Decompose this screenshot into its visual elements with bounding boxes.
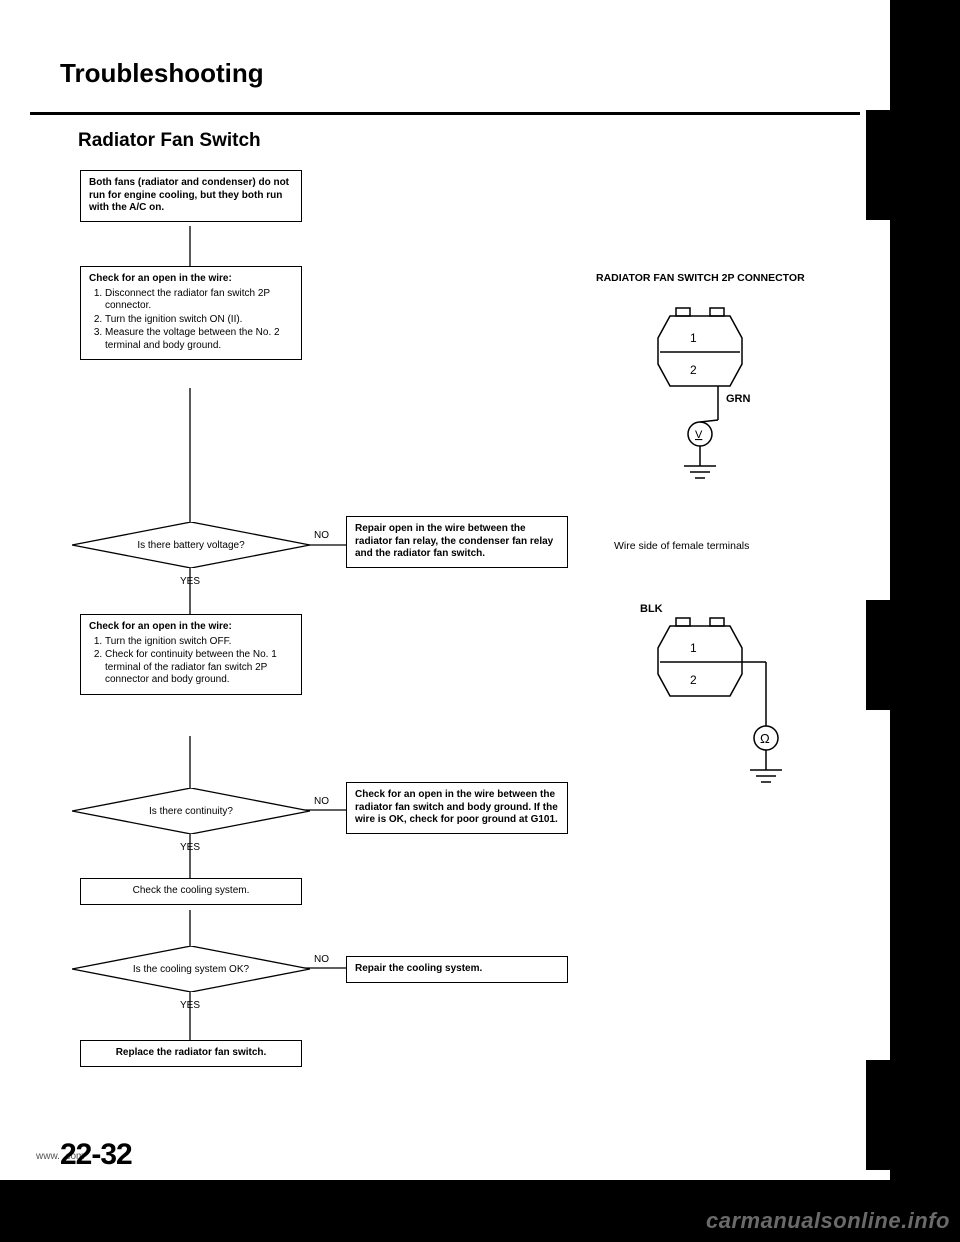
decision1-yes-label: YES (180, 576, 200, 587)
flow-check1-steps: Disconnect the radiator fan switch 2P co… (89, 288, 293, 353)
conn2-pin2: 2 (690, 673, 697, 687)
flow-check2-step: Turn the ignition switch OFF. (105, 636, 293, 649)
conn1-wire-label: GRN (726, 393, 751, 405)
flow-check2-steps: Turn the ignition switch OFF. Check for … (89, 636, 293, 687)
conn1-v-icon: V (695, 429, 703, 441)
connector-diagram-1: 1 2 GRN V (640, 298, 770, 488)
conn2-ohm-icon: Ω (760, 731, 770, 746)
flow-start-text: Both fans (radiator and condenser) do no… (89, 177, 289, 213)
flow-repair2-text: Check for an open in the wire between th… (355, 789, 558, 825)
connector-diagram-2: 1 2 BLK Ω (640, 598, 800, 798)
flow-decision1-label: Is there battery voltage? (72, 522, 310, 568)
flow-repair2-box: Check for an open in the wire between th… (346, 782, 568, 834)
decision3-yes-label: YES (180, 1000, 200, 1011)
flow-replace-text: Replace the radiator fan switch. (116, 1047, 267, 1058)
decision3-no-label: NO (314, 954, 329, 965)
flow-check1-step: Disconnect the radiator fan switch 2P co… (105, 288, 293, 313)
flow-repair1-text: Repair open in the wire between the radi… (355, 523, 553, 559)
conn2-wire-label: BLK (640, 603, 663, 615)
flow-check1-title: Check for an open in the wire: (89, 273, 232, 284)
flow-check-cooling-text: Check the cooling system. (133, 885, 250, 896)
binder-tab-top (866, 110, 926, 220)
flow-check1-step: Turn the ignition switch ON (II). (105, 314, 293, 327)
conn1-pin2: 2 (690, 363, 697, 377)
flow-check2-box: Check for an open in the wire: Turn the … (80, 614, 302, 695)
flow-decision3-label: Is the cooling system OK? (72, 946, 310, 992)
flow-check2-title: Check for an open in the wire: (89, 621, 232, 632)
wire-side-caption: Wire side of female terminals (614, 540, 749, 552)
flow-repair3-text: Repair the cooling system. (355, 963, 482, 974)
binder-tab-bottom (866, 1060, 926, 1170)
page-number: 22-32 (60, 1138, 132, 1172)
flow-repair3-box: Repair the cooling system. (346, 956, 568, 983)
decision2-no-label: NO (314, 796, 329, 807)
binder-tab-mid (866, 600, 926, 710)
conn2-pin1: 1 (690, 641, 697, 655)
flow-start-box: Both fans (radiator and condenser) do no… (80, 170, 302, 222)
decision1-no-label: NO (314, 530, 329, 541)
flow-repair1-box: Repair open in the wire between the radi… (346, 516, 568, 568)
flow-check1-step: Measure the voltage between the No. 2 te… (105, 327, 293, 352)
flow-decision3: Is the cooling system OK? (72, 946, 310, 992)
flow-check1-box: Check for an open in the wire: Disconnec… (80, 266, 302, 360)
flow-decision2: Is there continuity? (72, 788, 310, 834)
flow-replace-box: Replace the radiator fan switch. (80, 1040, 302, 1067)
decision2-yes-label: YES (180, 842, 200, 853)
conn1-pin1: 1 (690, 331, 697, 345)
flow-check2-step: Check for continuity between the No. 1 t… (105, 649, 293, 687)
flow-decision1: Is there battery voltage? (72, 522, 310, 568)
flow-check-cooling-box: Check the cooling system. (80, 878, 302, 905)
watermark: carmanualsonline.info (706, 1208, 950, 1234)
page: Troubleshooting Radiator Fan Switch (0, 0, 890, 1180)
connector-title: RADIATOR FAN SWITCH 2P CONNECTOR (596, 272, 805, 284)
flow-decision2-label: Is there continuity? (72, 788, 310, 834)
